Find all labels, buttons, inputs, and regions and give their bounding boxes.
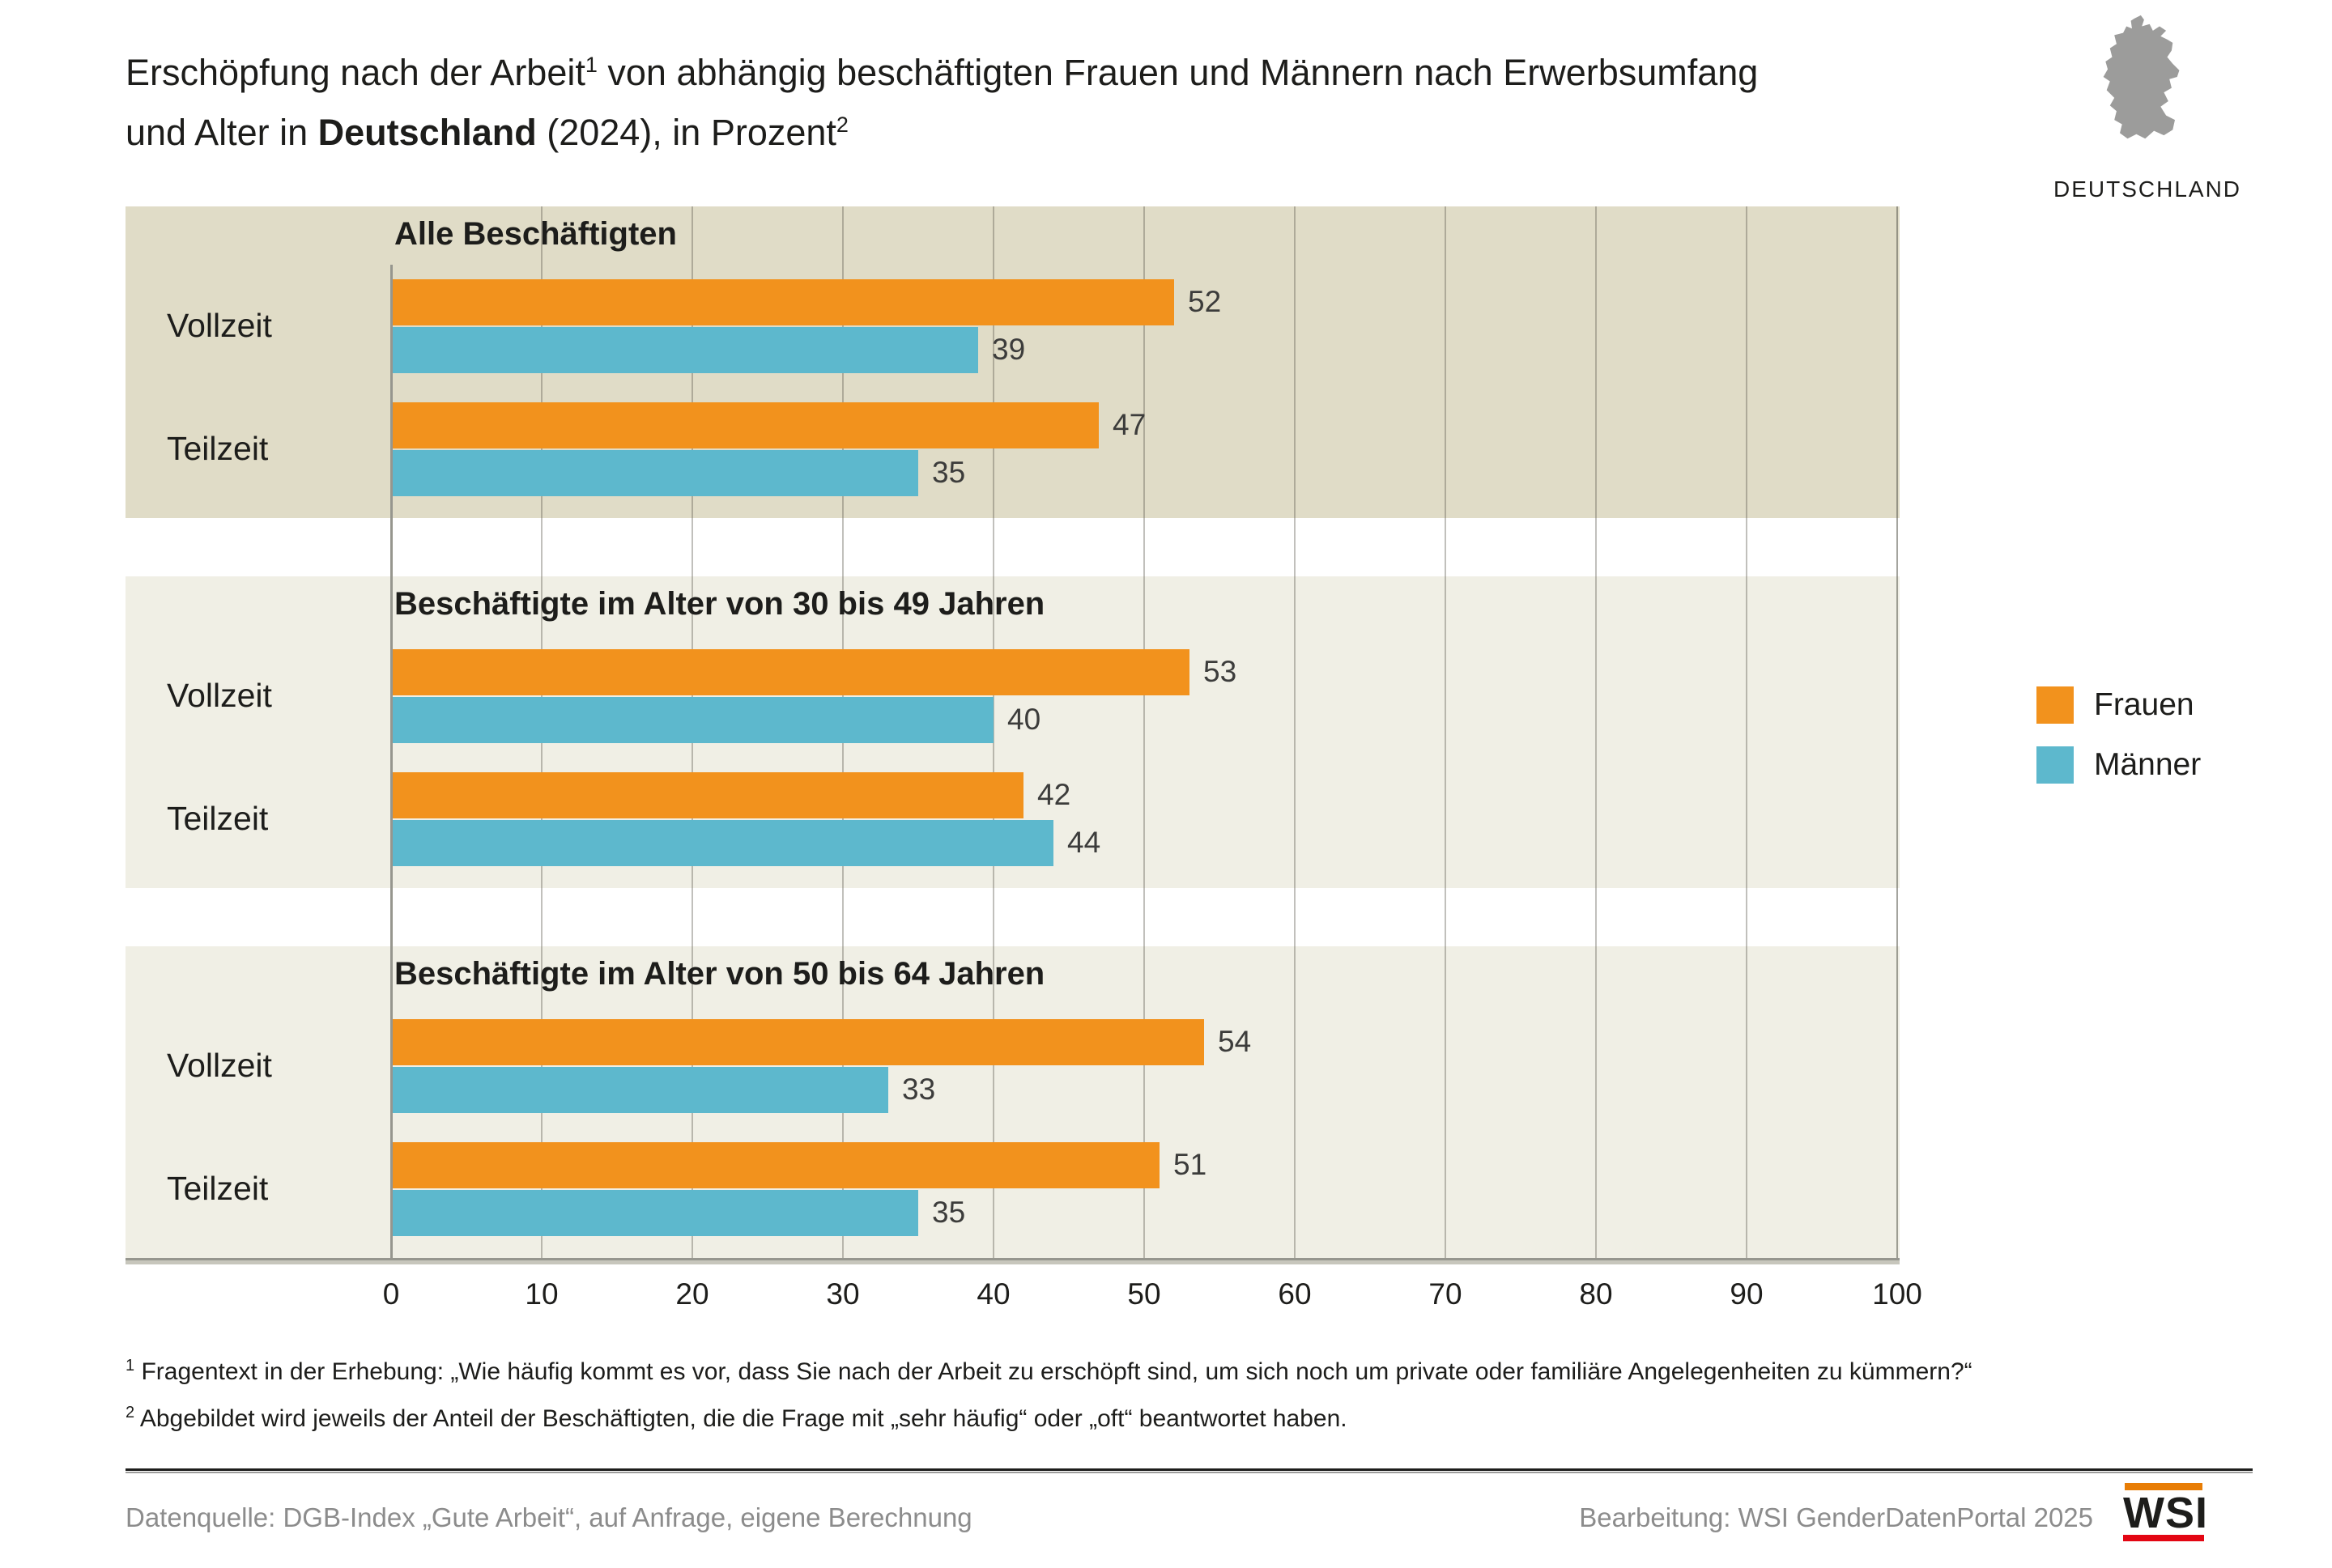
gridline <box>993 206 994 1258</box>
x-tick-label: 10 <box>525 1277 559 1311</box>
bar-frauen <box>391 1019 1204 1065</box>
x-tick-label: 0 <box>382 1277 400 1311</box>
bar-value-label: 35 <box>932 1196 966 1229</box>
footer-divider <box>126 1468 2253 1471</box>
footnotes: 1 Fragentext in der Erhebung: „Wie häufi… <box>126 1345 2231 1439</box>
category-label: Vollzeit <box>167 677 272 714</box>
legend-label: Männer <box>2094 747 2202 782</box>
bar-männer <box>391 1190 918 1236</box>
wsi-logo: WSI <box>2123 1483 2208 1541</box>
y-axis-line <box>390 265 393 1258</box>
title-footnote-marker-2: 2 <box>836 113 849 137</box>
x-tick-label: 100 <box>1872 1277 1922 1311</box>
chart-title: Erschöpfung nach der Arbeit1 von abhängi… <box>126 39 2020 159</box>
wsi-logo-text: WSI <box>2123 1489 2208 1537</box>
bar-männer <box>391 1067 888 1113</box>
footnote-2-text: Abgebildet wird jeweils der Anteil der B… <box>139 1405 1347 1432</box>
gridline <box>1896 206 1898 1258</box>
x-tick-label: 30 <box>826 1277 860 1311</box>
map-label: DEUTSCHLAND <box>2053 176 2242 202</box>
bar-value-label: 52 <box>1188 285 1222 318</box>
bar-frauen <box>391 1142 1160 1188</box>
bar-value-label: 40 <box>1007 703 1041 736</box>
category-label: Teilzeit <box>167 1170 269 1207</box>
bar-value-label: 42 <box>1037 778 1071 811</box>
footnote-1: 1 Fragentext in der Erhebung: „Wie häufi… <box>126 1345 2231 1392</box>
x-tick-label: 40 <box>977 1277 1011 1311</box>
footnote-1-marker: 1 <box>126 1357 135 1375</box>
group-heading: Beschäftigte im Alter von 50 bis 64 Jahr… <box>394 956 1045 992</box>
data-source: Datenquelle: DGB-Index „Gute Arbeit“, au… <box>126 1502 972 1532</box>
footnote-2: 2 Abgebildet wird jeweils der Anteil der… <box>126 1392 2231 1439</box>
bar-frauen <box>391 649 1189 695</box>
x-axis-line <box>126 1258 1900 1260</box>
bar-frauen <box>391 279 1174 325</box>
group-heading: Beschäftigte im Alter von 30 bis 49 Jahr… <box>394 586 1045 622</box>
title-text: (2024), in Prozent <box>536 112 836 153</box>
footnote-2-marker: 2 <box>126 1404 135 1421</box>
x-tick-label: 90 <box>1730 1277 1764 1311</box>
legend-swatch-männer <box>2036 746 2074 784</box>
bar-frauen <box>391 772 1023 818</box>
bar-männer <box>391 450 918 496</box>
category-label: Vollzeit <box>167 307 272 344</box>
x-tick-label: 50 <box>1127 1277 1161 1311</box>
category-label: Vollzeit <box>167 1047 272 1084</box>
bar-value-label: 47 <box>1113 408 1147 441</box>
title-footnote-marker-1: 1 <box>585 53 598 77</box>
bar-value-label: 44 <box>1067 826 1101 859</box>
bar-value-label: 53 <box>1203 655 1237 688</box>
gridline <box>1746 206 1747 1258</box>
germany-map: DEUTSCHLAND <box>2040 8 2254 202</box>
bar-value-label: 54 <box>1218 1025 1252 1058</box>
wsi-logo-top-bar <box>2125 1483 2202 1490</box>
gridline <box>1445 206 1446 1258</box>
bar-value-label: 33 <box>902 1073 936 1106</box>
footnote-1-text: Fragentext in der Erhebung: „Wie häufig … <box>141 1358 1972 1385</box>
wsi-logo-bottom-bar <box>2123 1535 2204 1541</box>
gridline <box>1143 206 1145 1258</box>
bar-value-label: 51 <box>1173 1148 1207 1181</box>
category-label: Teilzeit <box>167 430 269 467</box>
x-tick-label: 80 <box>1579 1277 1613 1311</box>
title-text: und Alter in <box>126 112 318 153</box>
category-label: Teilzeit <box>167 800 269 837</box>
legend-swatch-frauen <box>2036 686 2074 724</box>
footer-divider-shadow <box>126 1472 2253 1473</box>
gridline <box>1595 206 1597 1258</box>
title-text: von abhängig beschäftigten Frauen und Mä… <box>597 52 1759 93</box>
bar-value-label: 39 <box>992 333 1026 366</box>
title-country: Deutschland <box>317 112 537 153</box>
title-text: Erschöpfung nach der Arbeit <box>126 52 585 93</box>
gridline <box>1294 206 1296 1258</box>
editing-credit: Bearbeitung: WSI GenderDatenPortal 2025 <box>1579 1502 2093 1532</box>
group-heading: Alle Beschäftigten <box>394 216 677 252</box>
bar-value-label: 35 <box>932 456 966 489</box>
bar-männer <box>391 820 1053 866</box>
legend-label: Frauen <box>2094 687 2194 722</box>
x-tick-label: 60 <box>1278 1277 1312 1311</box>
x-tick-label: 20 <box>675 1277 709 1311</box>
bar-männer <box>391 327 978 373</box>
x-tick-label: 70 <box>1428 1277 1462 1311</box>
bar-frauen <box>391 402 1099 448</box>
x-axis-shadow <box>126 1260 1900 1264</box>
bar-männer <box>391 697 994 743</box>
germany-map-icon <box>2103 15 2180 139</box>
